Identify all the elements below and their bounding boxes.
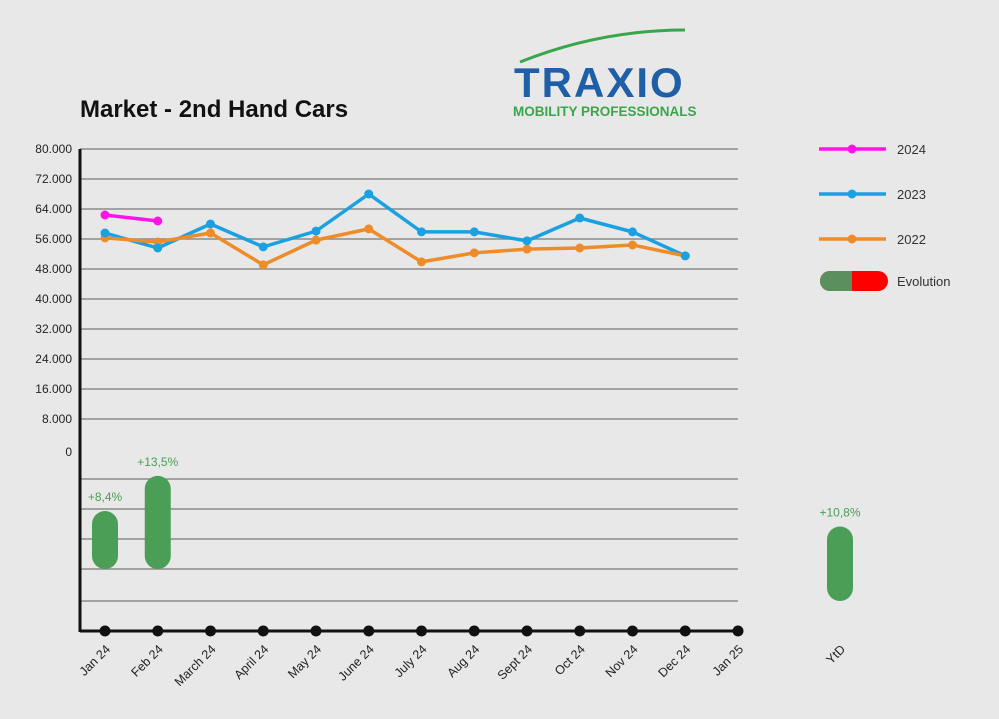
x-tick-dot: [627, 625, 638, 637]
evolution-bar: [92, 511, 118, 569]
series-2023-point: [311, 226, 321, 236]
x-tick-label: Jan 24: [77, 642, 113, 678]
evolution-label: +8,4%: [88, 490, 123, 504]
legend-evolution-label: Evolution: [897, 274, 950, 289]
y-tick-label: 72.000: [35, 172, 72, 186]
series-2023-point: [628, 227, 637, 237]
x-tick-label-ytd: YtD: [823, 642, 848, 667]
x-tick-label: June 24: [336, 642, 377, 683]
series-2022-point: [206, 228, 215, 238]
x-tick-label: Jan 25: [710, 642, 746, 678]
series-2022-point: [628, 240, 637, 250]
x-tick-dot: [152, 625, 164, 637]
series-2023-point: [206, 219, 215, 229]
series-2022-point: [258, 260, 268, 270]
series-2022-point: [417, 257, 426, 267]
evolution-label: +10,8%: [819, 505, 860, 519]
y-tick-label: 24.000: [35, 352, 72, 366]
y-tick-label: 16.000: [35, 382, 72, 396]
logo-arc: [519, 28, 686, 64]
logo-wordmark: TRAXIO: [514, 59, 685, 106]
legend-2023-label: 2023: [897, 187, 926, 202]
legend-2024-label: 2024: [897, 142, 926, 157]
evolution-label: +13,5%: [137, 455, 178, 469]
legend-2024-marker: [847, 144, 857, 154]
x-tick-label: Nov 24: [603, 642, 641, 680]
series-2023-point: [364, 189, 374, 199]
series-2022-point: [311, 235, 321, 245]
y-tick-label: 40.000: [35, 292, 72, 306]
series-2022-point: [469, 248, 479, 258]
x-tick-label: Oct 24: [552, 642, 588, 678]
series-2024-point: [100, 210, 110, 220]
x-tick-label: May 24: [285, 642, 324, 681]
x-tick-label: March 24: [172, 642, 219, 689]
x-tick-label: Feb 24: [128, 642, 165, 679]
y-tick-label: 64.000: [35, 202, 72, 216]
series-2022-point: [522, 244, 532, 254]
evolution-bar: [827, 526, 853, 601]
x-tick-dot: [257, 625, 269, 637]
series-2024-point: [153, 216, 163, 226]
y-tick-label: 0: [65, 445, 72, 459]
y-tick-label: 56.000: [35, 232, 72, 246]
x-tick-label: Dec 24: [655, 642, 693, 680]
logo-tagline: MOBILITY PROFESSIONALS: [513, 104, 697, 119]
y-tick-label: 48.000: [35, 262, 72, 276]
x-tick-dot: [416, 625, 427, 637]
chart-title: Market - 2nd Hand Cars: [80, 96, 348, 123]
evolution-bar: [144, 475, 171, 569]
series-2023-point: [153, 243, 163, 253]
series-2023-point: [258, 242, 268, 252]
x-tick-dot: [521, 625, 533, 637]
x-tick-label: July 24: [392, 642, 430, 680]
x-tick-dot: [205, 625, 216, 637]
x-tick-dot: [310, 625, 322, 637]
traxio-logo: TRAXIO MOBILITY PROFESSIONALS: [513, 28, 697, 119]
series-2023-point: [522, 236, 532, 246]
series-2023-line: [104, 192, 686, 258]
series-2022-point: [364, 224, 374, 234]
series-2023-point: [680, 251, 690, 261]
series-2023-point: [469, 227, 479, 237]
x-tick-dot: [99, 625, 111, 637]
x-tick-label: Sept 24: [495, 642, 535, 682]
series-2024-line: [104, 213, 158, 223]
legend-2023-marker: [847, 189, 857, 199]
series-2023-point: [417, 227, 426, 237]
y-tick-label: 80.000: [35, 142, 72, 156]
x-tick-dot: [679, 625, 691, 637]
legend-2022-marker: [847, 234, 857, 244]
series-2022-point: [575, 243, 585, 253]
legend-evolution-positive: [820, 271, 852, 291]
series-2023-point: [575, 213, 585, 223]
series-2023-point: [100, 228, 110, 238]
legend-2022-label: 2022: [897, 232, 926, 247]
x-tick-dot: [468, 625, 480, 637]
x-tick-label: Aug 24: [444, 642, 482, 680]
x-tick-dot: [363, 625, 375, 637]
y-tick-label: 8.000: [42, 412, 72, 426]
x-tick-label: April 24: [231, 642, 271, 682]
x-tick-dot: [732, 625, 744, 637]
y-tick-label: 32.000: [35, 322, 72, 336]
series-2022-line: [104, 227, 686, 267]
x-tick-dot: [574, 625, 586, 637]
